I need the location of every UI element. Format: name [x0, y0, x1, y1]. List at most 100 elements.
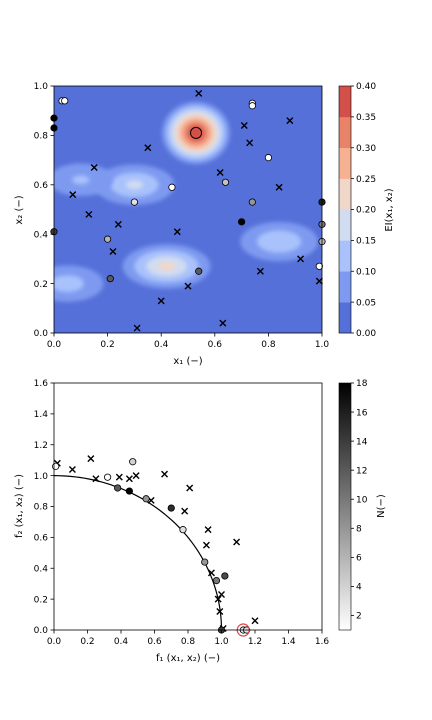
bottom-x-ticks: 0.0 0.2 0.4 0.6 0.8 1.0 1.2 1.4 1.6 — [47, 630, 329, 647]
objective-cross — [202, 541, 210, 549]
contour-band — [257, 230, 302, 253]
colorbar-tick-label: 0.30 — [356, 144, 376, 154]
sample-point — [104, 235, 112, 243]
n-colorbar — [338, 382, 352, 631]
x-tick-label: 0.2 — [80, 637, 94, 647]
objective-point — [114, 484, 122, 492]
x-tick-label: 0.6 — [208, 340, 223, 350]
objective-point — [129, 458, 137, 466]
objective-point — [52, 462, 60, 470]
objective-point — [201, 558, 209, 566]
colorbar-band — [339, 178, 351, 210]
y-tick-label: 0.2 — [34, 280, 48, 290]
x-tick-label: 1.0 — [214, 637, 229, 647]
colorbar-band — [339, 147, 351, 179]
sample-point — [264, 154, 272, 162]
y-tick-label: 1.4 — [34, 410, 49, 420]
objective-cross — [186, 484, 194, 492]
n-colorbar-tick-label: 10 — [356, 495, 368, 505]
candidate-cross — [219, 319, 227, 327]
candidate-cross — [184, 282, 192, 290]
objective-cross — [251, 617, 259, 625]
candidate-cross — [69, 191, 77, 199]
n-colorbar-tick-label: 14 — [356, 437, 368, 447]
candidate-cross — [246, 139, 254, 147]
objective-point — [179, 526, 187, 534]
objective-cross — [115, 473, 123, 481]
candidate-cross — [144, 144, 152, 152]
sample-point — [61, 97, 69, 105]
colorbar-tick-label: 0.40 — [356, 82, 376, 92]
y-tick-label: 0.8 — [34, 503, 49, 513]
colorbar-tick-label: 0.00 — [356, 329, 376, 339]
objective-point — [221, 572, 229, 580]
candidate-cross — [256, 267, 264, 275]
objective-cross — [233, 538, 241, 546]
sample-point — [195, 267, 203, 275]
objective-cross — [216, 607, 224, 615]
sample-point — [221, 178, 230, 186]
ei-colorbar-ticks: 0.00 0.05 0.10 0.15 0.20 0.25 0.30 0.35 0.40 — [351, 82, 376, 339]
colorbar-tick-label: 0.20 — [356, 206, 376, 216]
x-tick-label: 1.0 — [315, 340, 330, 350]
objective-space-plot: 0.0 0.2 0.4 0.6 0.8 1.0 1.2 1.4 1.6 0.0 0.2 0.4 0.6… — [14, 379, 387, 664]
y-tick-label: 0.4 — [34, 564, 49, 574]
y-tick-label: 0.2 — [34, 595, 48, 605]
x-tick-label: 0.4 — [114, 637, 129, 647]
x-tick-label: 0.0 — [47, 637, 62, 647]
contour-band — [72, 175, 90, 185]
ei-colorbar — [338, 85, 352, 334]
n-colorbar-tick-label: 4 — [356, 583, 362, 593]
candidate-cross — [240, 122, 248, 130]
n-colorbar-tick-label: 12 — [356, 466, 367, 476]
top-x-label: x₁ (−) — [173, 356, 202, 367]
contour-band — [54, 275, 84, 292]
colorbar-band — [339, 116, 351, 149]
ei-colorbar-label: EI(x₁, x₂) — [384, 188, 395, 231]
sample-point — [106, 275, 114, 283]
candidate-cross — [85, 210, 93, 218]
top-x-ticks: 0.0 0.2 0.4 0.6 0.8 1.0 — [47, 333, 330, 350]
candidate-cross — [173, 228, 181, 236]
objective-cross — [68, 465, 76, 473]
x-tick-label: 1.4 — [281, 637, 296, 647]
objective-point — [167, 504, 175, 512]
x-tick-label: 0.6 — [147, 637, 162, 647]
y-tick-label: 1.0 — [34, 82, 49, 92]
objective-cross — [87, 455, 95, 463]
y-tick-label: 1.2 — [34, 441, 48, 451]
infill-point-marker — [190, 126, 203, 139]
candidate-cross — [315, 277, 323, 285]
colorbar-band — [339, 271, 351, 303]
candidate-cross — [286, 117, 294, 125]
x-tick-label: 0.0 — [47, 340, 62, 350]
candidate-cross — [109, 247, 117, 255]
n-colorbar-tick-label: 16 — [356, 408, 368, 418]
n-colorbar-tick-label: 8 — [356, 524, 362, 534]
x-tick-label: 0.4 — [154, 340, 169, 350]
sample-point — [168, 183, 176, 191]
candidate-cross — [216, 168, 224, 176]
candidate-cross — [133, 324, 141, 332]
y-tick-label: 0.0 — [34, 329, 49, 339]
objective-point — [104, 473, 112, 481]
sample-point — [248, 102, 256, 110]
contour-band — [157, 261, 176, 271]
colorbar-tick-label: 0.15 — [356, 237, 376, 247]
bottom-y-ticks: 0.0 0.2 0.4 0.6 0.8 1.0 1.2 1.4 1.6 — [34, 379, 54, 636]
objective-cross — [181, 507, 189, 515]
n-colorbar-tick-label: 2 — [356, 612, 362, 622]
y-tick-label: 0.8 — [34, 132, 49, 142]
top-axes-frame — [53, 85, 323, 334]
candidate-cross — [275, 183, 283, 191]
n-colorbar-tick-label: 18 — [356, 379, 368, 389]
bottom-axes-background — [54, 383, 322, 630]
objective-point — [142, 495, 150, 503]
y-tick-label: 0.0 — [34, 626, 49, 636]
candidate-cross — [195, 89, 203, 97]
n-colorbar-ticks: 2 4 6 8 10 12 14 16 18 — [351, 379, 368, 622]
objective-cross — [92, 475, 100, 483]
y-tick-label: 0.4 — [34, 230, 49, 240]
x-tick-label: 0.2 — [100, 340, 114, 350]
sample-point — [248, 198, 256, 206]
